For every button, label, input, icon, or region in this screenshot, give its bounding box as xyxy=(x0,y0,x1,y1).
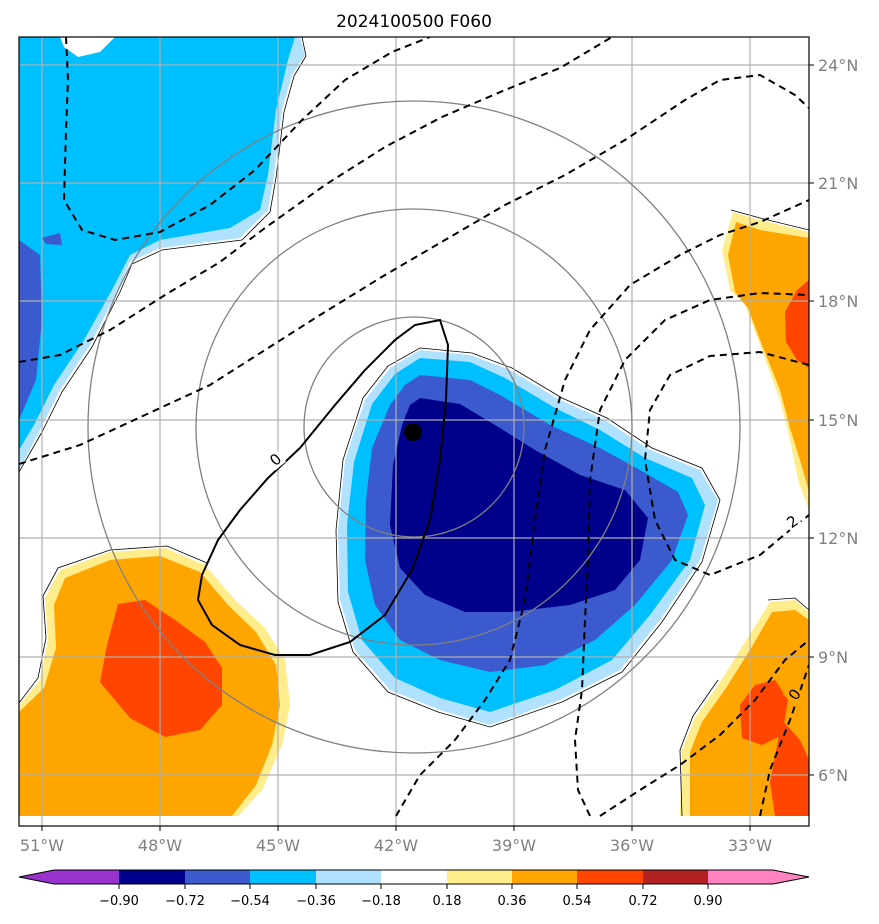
colorbar-swatch xyxy=(119,870,185,884)
colorbar-outline xyxy=(18,869,810,885)
colorbar-swatch-below xyxy=(19,870,119,884)
lat-label-12n: 12°N xyxy=(818,529,858,548)
nw-cutout xyxy=(60,37,115,57)
central-anomaly-darkblue xyxy=(390,398,648,612)
nw-anomaly-deepskyblue xyxy=(19,37,295,450)
figure-title: 2024100500 F060 xyxy=(336,12,492,32)
lat-label-9n: 9°N xyxy=(818,648,848,667)
contour-labels: 0 2 0 xyxy=(263,447,806,705)
lon-label-33w: 33°W xyxy=(728,836,772,855)
map-frame xyxy=(18,36,810,827)
colorbar-swatch xyxy=(185,870,250,884)
colorbar-swatch xyxy=(316,870,381,884)
se-anomaly-orangered-1 xyxy=(740,680,788,745)
lat-lon-gridlines xyxy=(19,37,809,826)
colorbar-label: 0.90 xyxy=(694,894,723,909)
colorbar-swatch xyxy=(643,870,708,884)
colorbar-label: −0.54 xyxy=(230,894,270,909)
colorbar-label: −0.72 xyxy=(165,894,205,909)
zero-solid-contour xyxy=(196,318,450,656)
lon-label-51w: 51°W xyxy=(20,836,64,855)
map-panel: 0 2 0 xyxy=(19,37,809,826)
lat-label-21n: 21°N xyxy=(818,174,858,193)
lat-label-6n: 6°N xyxy=(818,766,848,785)
colorbar: −0.90 −0.72 −0.54 −0.36 −0.18 0.18 0.36 … xyxy=(18,869,810,909)
lon-labels: 51°W 48°W 45°W 42°W 39°W 36°W 33°W xyxy=(20,836,772,855)
colorbar-label: 0.18 xyxy=(433,894,462,909)
colorbar-swatch xyxy=(447,870,512,884)
nw-anomaly-royalblue xyxy=(19,240,42,420)
east-anomaly-orange xyxy=(728,222,809,492)
lon-label-39w: 39°W xyxy=(492,836,536,855)
colorbar-label: −0.90 xyxy=(99,894,139,909)
storm-center-marker xyxy=(404,423,422,441)
colorbar-swatch-above xyxy=(708,870,809,884)
colorbar-swatch xyxy=(577,870,643,884)
colorbar-label: −0.36 xyxy=(296,894,336,909)
lon-label-45w: 45°W xyxy=(256,836,300,855)
colorbar-swatch xyxy=(250,870,316,884)
colorbar-label: 0.72 xyxy=(629,894,658,909)
lon-label-36w: 36°W xyxy=(610,836,654,855)
range-ring-outer xyxy=(87,100,741,754)
lat-labels: 24°N 21°N 18°N 15°N 12°N 9°N 6°N xyxy=(818,56,858,785)
east-anomaly-orangered xyxy=(785,280,809,368)
negative-anomaly-field xyxy=(19,37,718,725)
lat-tick-marks xyxy=(809,64,814,776)
nw-anomaly-small-patch xyxy=(42,233,62,245)
colorbar-swatch xyxy=(381,870,447,884)
lon-label-42w: 42°W xyxy=(374,836,418,855)
colorbar-label: 0.36 xyxy=(498,894,527,909)
lat-label-15n: 15°N xyxy=(818,411,858,430)
dashed-contours xyxy=(19,37,809,817)
lat-label-24n: 24°N xyxy=(818,56,858,75)
lon-tick-marks xyxy=(41,826,751,831)
lat-label-18n: 18°N xyxy=(818,292,858,311)
lon-label-48w: 48°W xyxy=(138,836,182,855)
colorbar-label: 0.54 xyxy=(563,894,592,909)
range-rings xyxy=(87,100,741,754)
sw-anomaly-orangered xyxy=(100,600,222,737)
range-ring-inner xyxy=(303,316,525,538)
colorbar-ticks xyxy=(118,884,709,889)
colorbar-swatch xyxy=(512,870,577,884)
range-ring-middle xyxy=(195,208,633,646)
colorbar-label: −0.18 xyxy=(361,894,401,909)
anomaly-outline-contours xyxy=(19,37,809,817)
